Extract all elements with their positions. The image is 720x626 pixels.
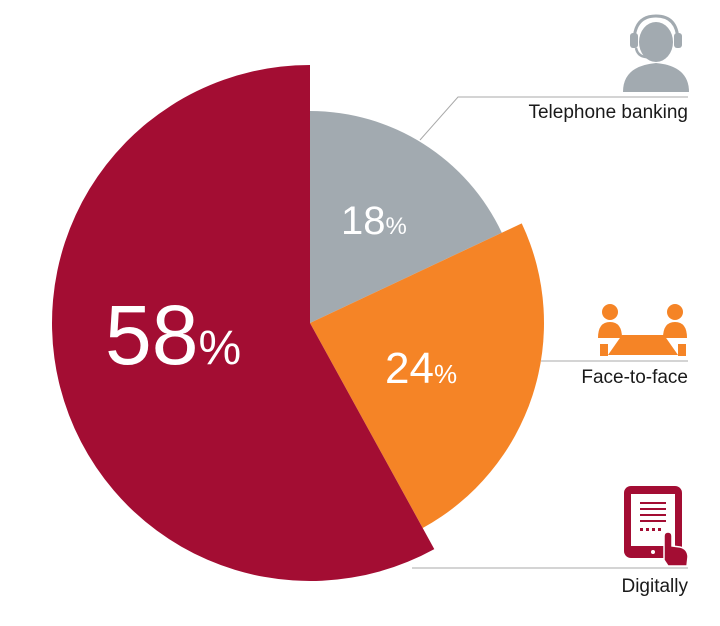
- slice-face-to-face: [310, 223, 545, 529]
- data-label-digitally: 58%: [105, 288, 241, 382]
- category-label-face-to-face: Face-to-face: [581, 367, 688, 388]
- category-label-digitally: Digitally: [621, 576, 688, 597]
- data-label-value: 18: [341, 199, 386, 243]
- slice-digitally: [52, 65, 435, 581]
- data-label-unit: %: [198, 322, 241, 375]
- data-label-value: 24: [385, 344, 434, 393]
- slice-telephone-banking: [310, 111, 502, 323]
- leader-lines: [412, 96, 688, 569]
- data-label-telephone-banking: 18%: [341, 199, 407, 243]
- data-label-unit: %: [434, 359, 457, 389]
- meeting-people-icon: [598, 304, 687, 356]
- tablet-touch-icon: [624, 486, 689, 567]
- category-label-telephone-banking: Telephone banking: [528, 102, 688, 123]
- data-label-value: 58: [105, 288, 198, 382]
- leader-line-telephone-banking: [419, 96, 688, 141]
- headset-person-icon: [623, 14, 689, 92]
- data-label-face-to-face: 24%: [385, 344, 457, 393]
- data-label-unit: %: [386, 213, 407, 240]
